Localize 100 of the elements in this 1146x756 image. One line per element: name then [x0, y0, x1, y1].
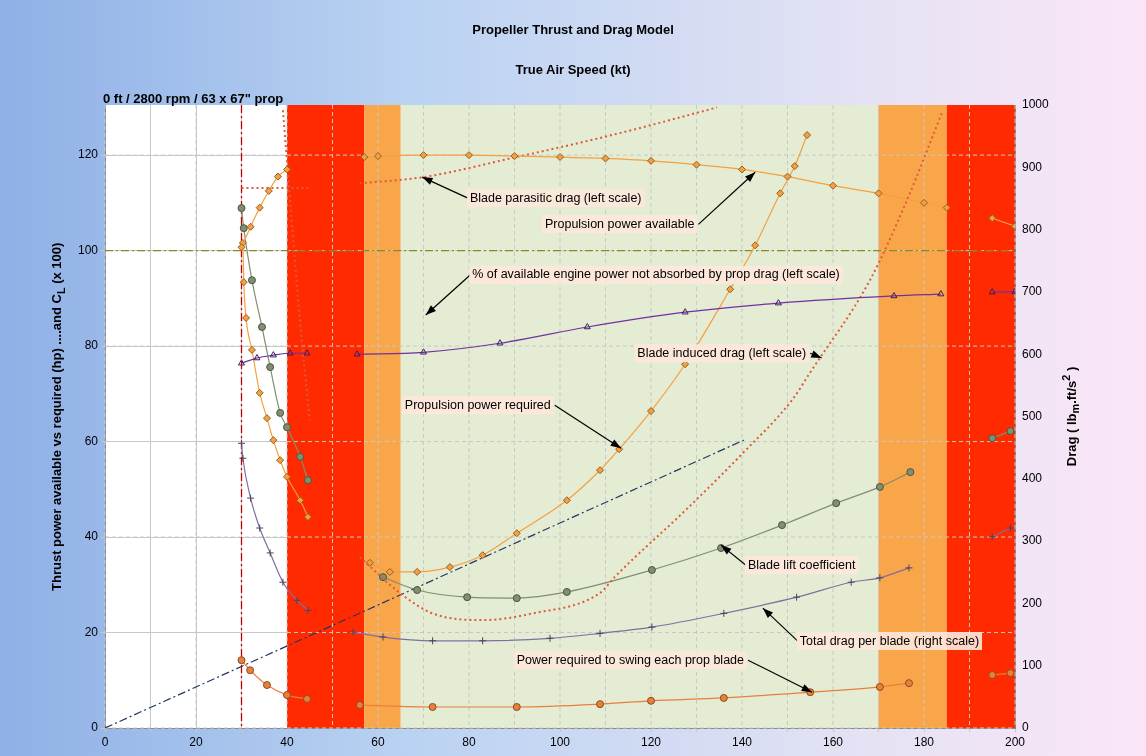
y-tick-label: 40 [84, 529, 99, 544]
point [874, 189, 883, 198]
text: Total drag per blade (right scale) [799, 633, 980, 648]
point [790, 162, 799, 171]
point [719, 693, 728, 702]
point [283, 423, 291, 432]
point [303, 476, 312, 485]
point [385, 567, 394, 576]
x-axis-title: True Air Speed (kt) [514, 62, 632, 77]
y-tick-label: 100 [77, 242, 99, 257]
point [264, 186, 273, 195]
x-tick-label: 60 [371, 734, 385, 749]
point [283, 691, 291, 700]
point [303, 512, 312, 521]
point [239, 224, 248, 233]
point [296, 496, 305, 505]
chart-title: Propeller Thrust and Drag Model [471, 22, 675, 37]
point [419, 151, 428, 160]
x-tick-label: 140 [731, 734, 753, 749]
point [365, 558, 374, 567]
point [360, 153, 369, 162]
point [942, 203, 951, 212]
point [776, 189, 785, 198]
annotation: 0 ft / 2800 rpm / 63 x 67" prop [103, 91, 284, 106]
point [276, 456, 285, 465]
point [428, 703, 437, 711]
y-tick-label: 20 [84, 624, 99, 639]
point [512, 529, 521, 538]
point [875, 482, 884, 491]
y2-tick-label: 1000 [1022, 97, 1050, 112]
x-tick-label: 40 [280, 734, 294, 749]
point [283, 472, 291, 481]
point [445, 563, 454, 572]
point [478, 551, 487, 560]
point [283, 165, 291, 174]
point [556, 153, 564, 162]
point [832, 499, 841, 508]
point [601, 154, 610, 163]
point [246, 666, 255, 675]
x-tick-label: 20 [189, 734, 203, 749]
point [512, 594, 521, 603]
x-tick-label: 80 [462, 734, 476, 749]
series-label: % of available engine power not absorbed by prop drag (left scale) [472, 267, 840, 282]
point [988, 671, 997, 680]
point [751, 241, 760, 250]
x-tick-label: 160 [822, 734, 844, 749]
point [647, 407, 655, 416]
y2-tick-label: 500 [1022, 408, 1043, 423]
point [237, 243, 246, 252]
point [1006, 427, 1015, 436]
point [692, 160, 701, 169]
point [596, 466, 605, 475]
y2-tick-label: 900 [1022, 159, 1043, 174]
y-tick-label: 120 [77, 147, 99, 162]
point [647, 696, 655, 705]
point [413, 567, 422, 576]
point [266, 363, 275, 372]
point [726, 285, 735, 294]
text: Propulsion power available [544, 216, 695, 231]
x-tick-label: 120 [640, 734, 662, 749]
point [242, 313, 251, 322]
point [783, 172, 792, 181]
text: Propulsion power required [404, 397, 551, 412]
x-tick-label: 100 [549, 734, 571, 749]
point [803, 131, 812, 140]
series-label: Blade parasitic drag (left scale) [469, 190, 642, 205]
y2-tick-label: 300 [1022, 533, 1043, 548]
y2-tick-label: 400 [1022, 471, 1043, 486]
text: Power required to swing each prop blade [516, 652, 745, 667]
point [988, 434, 997, 443]
point [681, 360, 690, 369]
point [829, 181, 837, 190]
point [269, 436, 278, 445]
point [778, 521, 787, 530]
point [246, 222, 255, 231]
point [738, 165, 746, 174]
point [875, 682, 884, 691]
point [512, 703, 521, 711]
point [647, 565, 656, 574]
point [257, 322, 266, 331]
point [413, 586, 422, 595]
point [562, 496, 571, 505]
series-label: Blade induced drag (left scale) [637, 345, 807, 360]
point [906, 468, 915, 477]
point [510, 152, 519, 161]
y2-tick-label: 0 [1022, 720, 1029, 735]
y-tick-label: 0 [91, 720, 99, 735]
point [596, 700, 605, 709]
point [255, 388, 264, 397]
point [247, 276, 256, 285]
point [920, 198, 928, 207]
point [562, 587, 571, 596]
point [647, 156, 655, 165]
point [465, 151, 473, 160]
x-tick-label: 200 [1004, 734, 1026, 749]
point [262, 681, 271, 690]
y2-tick-label: 200 [1022, 595, 1043, 610]
point [904, 679, 913, 688]
point [262, 414, 271, 423]
x-tick-label: 0 [101, 734, 109, 749]
